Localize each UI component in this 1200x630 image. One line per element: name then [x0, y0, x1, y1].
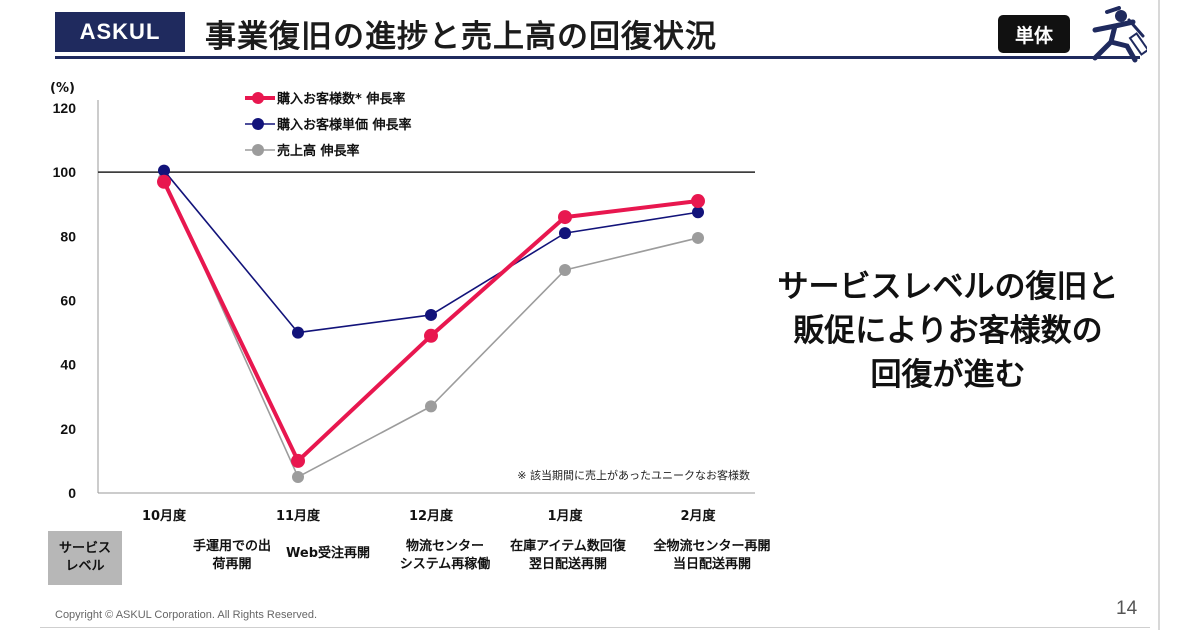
slide-header: ASKUL 事業復旧の進捗と売上高の回復状況 単体 — [0, 0, 1200, 70]
service-level-label-line: レベル — [65, 559, 105, 574]
data-point — [158, 164, 170, 177]
service-level-label: サービス レベル — [48, 531, 122, 585]
legend-label: 売上高 伸長率 — [277, 143, 360, 159]
y-tick-label: 80 — [60, 228, 76, 244]
slide-right-border — [1158, 0, 1160, 630]
legend-swatch-marker — [252, 144, 264, 156]
page-number: 14 — [1116, 598, 1138, 619]
service-milestone-nov: Web受注再開 — [258, 545, 398, 563]
footer-divider — [40, 627, 1150, 628]
copyright-text: Copyright © ASKUL Corporation. All Right… — [55, 609, 318, 621]
milestone-line: 物流センター — [405, 539, 484, 554]
key-message-line: 回復が進む — [870, 357, 1026, 393]
chart-footnote: ※ 該当期間に売上があったユニークなお客様数 — [517, 468, 750, 482]
legend-swatch-marker — [252, 92, 264, 104]
data-point — [425, 308, 437, 321]
milestone-line: 手運用での出 — [192, 539, 271, 554]
brand-logo: ASKUL — [55, 12, 185, 52]
x-tick-label: 1月度 — [547, 508, 583, 524]
y-tick-label: 20 — [60, 421, 76, 437]
data-point — [559, 227, 571, 240]
service-milestone-feb: 全物流センター再開 当日配送再開 — [637, 538, 787, 574]
key-message-line: 販促によりお客様数の — [793, 313, 1103, 349]
y-tick-label: 60 — [60, 293, 76, 309]
data-point — [691, 194, 705, 209]
y-axis-unit: (%) — [50, 81, 75, 96]
data-point — [157, 174, 171, 189]
service-milestone-jan: 在庫アイテム数回復 翌日配送再開 — [493, 538, 643, 574]
title-underline — [55, 56, 1140, 59]
x-tick-label: 11月度 — [276, 508, 321, 524]
data-point — [292, 470, 304, 483]
x-tick-label: 2月度 — [680, 508, 716, 524]
entity-badge: 単体 — [998, 15, 1070, 53]
milestone-line: 在庫アイテム数回復 — [510, 539, 626, 554]
series-line — [163, 178, 699, 478]
data-point — [424, 328, 438, 343]
y-tick-label: 40 — [60, 357, 76, 373]
series-line — [163, 170, 699, 334]
data-point — [692, 231, 704, 244]
y-tick-label: 100 — [53, 164, 77, 180]
milestone-line: 全物流センター再開 — [653, 539, 771, 554]
data-point — [425, 400, 437, 413]
key-message: サービスレベルの復旧と 販促によりお客様数の 回復が進む — [738, 265, 1158, 397]
growth-line-chart: (%) 0 20 40 60 80 100 120 10月度 11月度 12月度 1月度 2月度 購入お客… — [50, 81, 755, 524]
running-mascot-icon — [1092, 6, 1147, 63]
milestone-line: 翌日配送再開 — [528, 557, 607, 572]
service-milestone-oct: 手運用での出 荷再開 — [162, 538, 302, 574]
data-point — [559, 264, 571, 277]
x-tick-label: 10月度 — [142, 508, 187, 524]
y-tick-label: 120 — [53, 100, 77, 116]
x-tick-label: 12月度 — [409, 508, 454, 524]
data-point — [292, 326, 304, 339]
data-point — [558, 210, 572, 225]
service-level-label-line: サービス — [58, 541, 111, 556]
legend-label: 購入お客様単価 伸長率 — [276, 117, 412, 133]
y-tick-label: 0 — [68, 485, 76, 501]
data-point — [291, 453, 305, 468]
service-milestone-dec: 物流センター システム再稼働 — [375, 538, 515, 574]
milestone-line: 荷再開 — [212, 557, 252, 572]
data-point — [692, 206, 704, 219]
legend-swatch-marker — [252, 118, 264, 130]
series-line — [162, 180, 699, 463]
milestone-line: Web受注再開 — [286, 546, 370, 561]
milestone-line: システム再稼働 — [399, 557, 491, 572]
page-title: 事業復旧の進捗と売上高の回復状況 — [205, 19, 717, 55]
key-message-line: サービスレベルの復旧と — [777, 269, 1119, 305]
milestone-line: 当日配送再開 — [672, 557, 751, 572]
legend-label: 購入お客様数* 伸長率 — [276, 91, 405, 107]
